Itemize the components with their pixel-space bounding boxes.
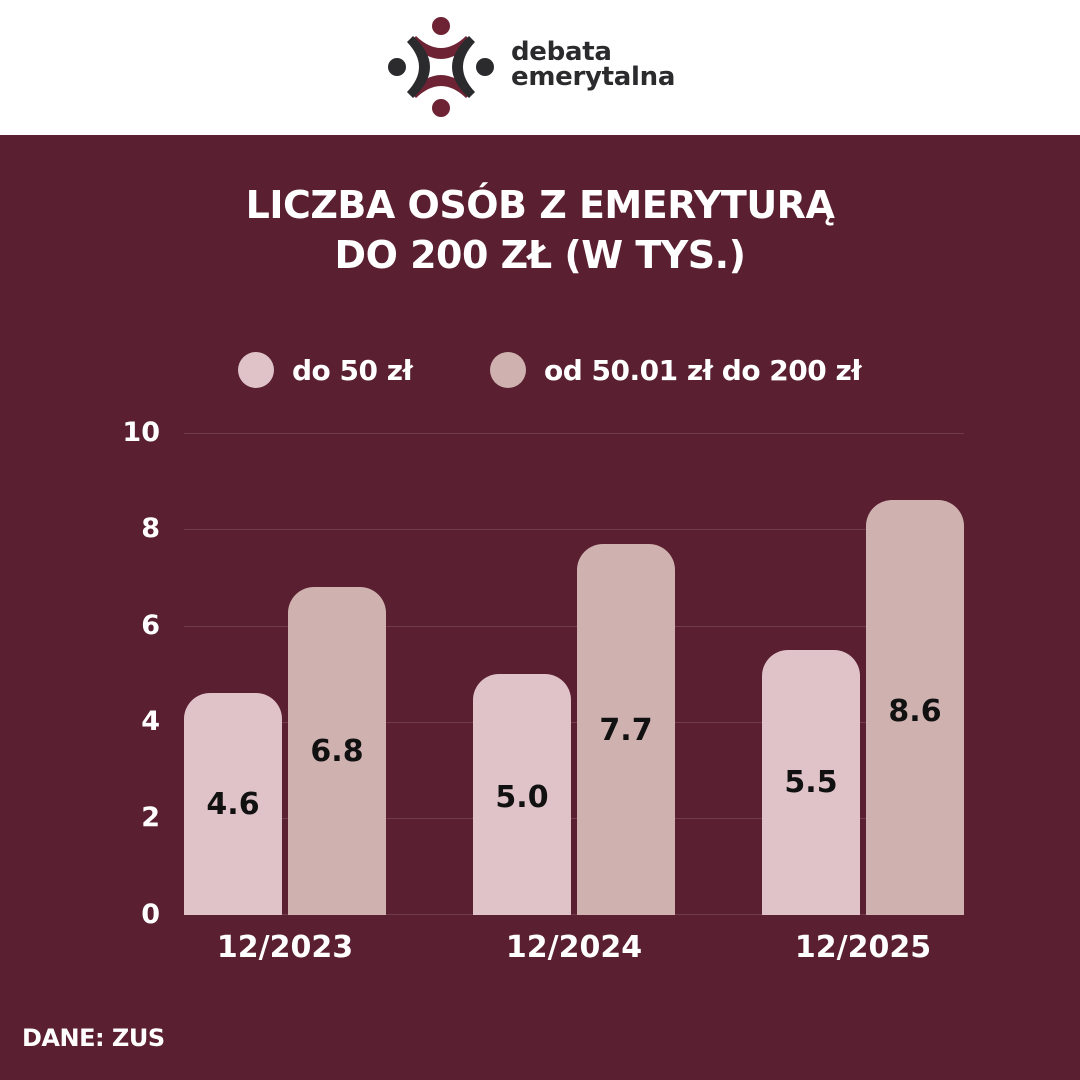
x-tick-label: 12/2023 [216, 930, 354, 965]
gridline [184, 529, 964, 530]
legend-label: do 50 zł [292, 353, 413, 387]
data-source-note: DANE: ZUS [22, 1024, 165, 1052]
y-tick-label: 2 [141, 802, 160, 833]
legend-label: od 50.01 zł do 200 zł [544, 353, 862, 387]
bar-value-label: 5.5 [784, 765, 838, 800]
bar-value-label: 5.0 [495, 780, 549, 815]
bar-series1-12-2024: 5.0 [473, 674, 571, 915]
chart-title-line2: DO 200 ZŁ (W TYS.) [334, 233, 746, 277]
brand-name: debata emerytalna [511, 37, 676, 92]
legend-item-series2: od 50.01 zł do 200 zł [490, 350, 862, 390]
bar-series1-12-2025: 5.5 [762, 650, 860, 915]
y-tick-label: 10 [122, 417, 160, 448]
legend-item-series1: do 50 zł [238, 350, 413, 390]
y-tick-label: 0 [141, 899, 160, 930]
legend-swatch-circle-icon [490, 352, 526, 388]
chart-title-line1: LICZBA OSÓB Z EMERYTURĄ [245, 183, 835, 227]
four-people-circle-logo-icon [388, 17, 494, 117]
gridline-baseline [184, 914, 964, 915]
brand-name-line2: emerytalna [511, 62, 676, 92]
bar-value-label: 8.6 [888, 694, 942, 729]
bar-series1-12-2023: 4.6 [184, 693, 282, 915]
gridline [184, 818, 964, 819]
bar-series2-12-2025: 8.6 [866, 500, 964, 915]
legend-swatch-circle-icon [238, 352, 274, 388]
x-tick-label: 12/2024 [505, 930, 643, 965]
x-tick-label: 12/2025 [794, 930, 932, 965]
chart-legend: do 50 zł od 50.01 zł do 200 zł [0, 350, 1080, 390]
y-tick-label: 8 [141, 513, 160, 544]
brand-name-line1: debata [511, 37, 612, 67]
brand-logo: debata emerytalna [386, 14, 686, 120]
y-tick-label: 4 [141, 706, 160, 737]
y-tick-label: 6 [141, 610, 160, 641]
gridline [184, 626, 964, 627]
bar-value-label: 4.6 [206, 787, 260, 822]
chart-title: LICZBA OSÓB Z EMERYTURĄ DO 200 ZŁ (W TYS… [0, 180, 1080, 280]
bar-series2-12-2024: 7.7 [577, 544, 675, 915]
bar-series2-12-2023: 6.8 [288, 587, 386, 915]
bar-value-label: 6.8 [310, 734, 364, 769]
header-bar: debata emerytalna [0, 0, 1080, 135]
gridline [184, 722, 964, 723]
gridline [184, 433, 964, 434]
bar-value-label: 7.7 [599, 713, 653, 748]
